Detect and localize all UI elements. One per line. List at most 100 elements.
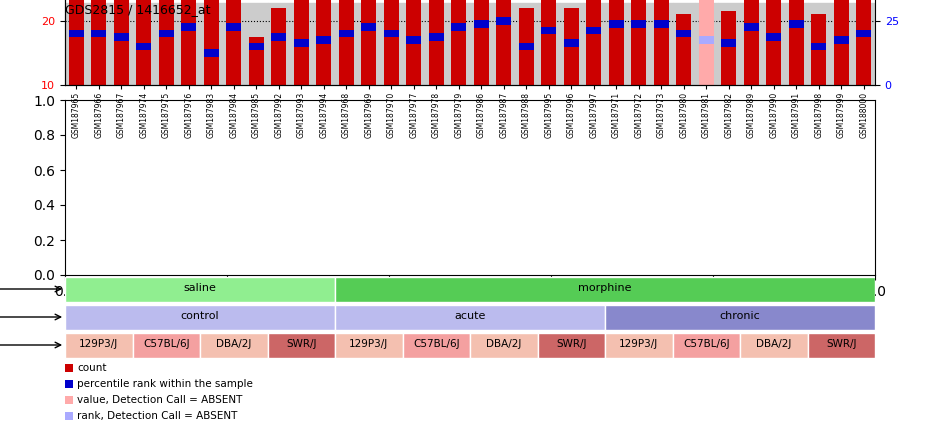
Bar bbox=[605, 305, 875, 329]
Bar bbox=[564, 40, 578, 47]
Bar bbox=[335, 277, 875, 301]
Bar bbox=[497, 17, 512, 24]
Bar bbox=[65, 277, 335, 301]
Bar bbox=[222, 3, 245, 85]
Bar bbox=[766, 0, 781, 85]
Bar bbox=[676, 30, 691, 37]
Bar bbox=[272, 33, 286, 41]
Bar bbox=[497, 0, 512, 85]
Text: DBA/2J: DBA/2J bbox=[486, 340, 522, 349]
Bar bbox=[110, 3, 132, 85]
Bar bbox=[470, 333, 538, 357]
Bar bbox=[114, 33, 128, 41]
Bar bbox=[137, 43, 151, 50]
Bar bbox=[357, 3, 380, 85]
Bar bbox=[425, 3, 447, 85]
Bar bbox=[268, 333, 335, 357]
Text: C57BL/6J: C57BL/6J bbox=[683, 340, 729, 349]
Bar bbox=[294, 0, 309, 85]
Bar bbox=[384, 30, 399, 37]
Bar bbox=[226, 0, 241, 85]
Text: DBA/2J: DBA/2J bbox=[756, 340, 791, 349]
Bar bbox=[519, 43, 534, 50]
Bar bbox=[699, 36, 713, 44]
Bar bbox=[429, 0, 444, 85]
Bar bbox=[538, 333, 605, 357]
Bar bbox=[722, 40, 736, 47]
Bar bbox=[159, 0, 174, 85]
Text: SWR/J: SWR/J bbox=[286, 340, 316, 349]
Bar bbox=[178, 3, 200, 85]
Bar bbox=[403, 333, 470, 357]
Bar bbox=[204, 49, 219, 57]
Bar bbox=[587, 27, 601, 34]
Text: C57BL/6J: C57BL/6J bbox=[143, 340, 190, 349]
Bar bbox=[789, 20, 804, 28]
Text: DBA/2J: DBA/2J bbox=[216, 340, 251, 349]
Bar bbox=[763, 3, 785, 85]
Text: control: control bbox=[180, 311, 219, 321]
Bar bbox=[155, 3, 178, 85]
Bar bbox=[474, 20, 488, 28]
Bar bbox=[541, 27, 556, 34]
Bar bbox=[69, 30, 84, 37]
Bar bbox=[672, 333, 740, 357]
Bar bbox=[493, 3, 515, 85]
Bar bbox=[91, 0, 106, 85]
Text: 129P3/J: 129P3/J bbox=[619, 340, 658, 349]
Bar bbox=[834, 0, 848, 85]
Bar bbox=[650, 3, 672, 85]
Bar bbox=[631, 0, 646, 85]
Bar bbox=[132, 3, 155, 85]
Bar bbox=[200, 3, 222, 85]
Bar bbox=[609, 0, 623, 85]
Bar bbox=[654, 0, 669, 85]
Bar bbox=[519, 8, 534, 85]
Bar bbox=[316, 0, 331, 85]
Bar bbox=[249, 43, 263, 50]
Bar bbox=[605, 333, 672, 357]
Bar bbox=[834, 36, 848, 44]
Text: SWR/J: SWR/J bbox=[556, 340, 587, 349]
Bar bbox=[718, 3, 740, 85]
Bar bbox=[740, 3, 763, 85]
Bar bbox=[564, 8, 578, 85]
Bar bbox=[474, 0, 488, 85]
Bar bbox=[857, 0, 871, 85]
Bar bbox=[406, 36, 421, 44]
Bar bbox=[628, 3, 650, 85]
Bar bbox=[451, 24, 466, 31]
Bar bbox=[744, 0, 759, 85]
Bar bbox=[316, 36, 331, 44]
Bar bbox=[830, 3, 853, 85]
Bar bbox=[65, 305, 335, 329]
Bar bbox=[384, 0, 399, 85]
Bar bbox=[740, 333, 807, 357]
Bar bbox=[181, 24, 196, 31]
Text: rank, Detection Call = ABSENT: rank, Detection Call = ABSENT bbox=[77, 411, 237, 421]
Bar bbox=[132, 333, 200, 357]
Bar bbox=[114, 0, 128, 85]
Bar bbox=[362, 24, 376, 31]
Bar bbox=[335, 3, 357, 85]
Bar bbox=[294, 40, 309, 47]
Bar bbox=[582, 3, 605, 85]
Bar bbox=[609, 20, 623, 28]
Bar bbox=[672, 3, 695, 85]
Text: percentile rank within the sample: percentile rank within the sample bbox=[77, 379, 253, 389]
Bar bbox=[403, 3, 425, 85]
Bar bbox=[380, 3, 403, 85]
Bar bbox=[268, 3, 290, 85]
Text: SWR/J: SWR/J bbox=[826, 340, 857, 349]
Bar bbox=[541, 0, 556, 85]
Bar bbox=[226, 24, 241, 31]
Text: 129P3/J: 129P3/J bbox=[349, 340, 389, 349]
Bar bbox=[335, 305, 605, 329]
Bar bbox=[587, 0, 601, 85]
Bar bbox=[429, 33, 444, 41]
Bar bbox=[362, 0, 376, 85]
Bar bbox=[699, 0, 713, 85]
Bar bbox=[290, 3, 312, 85]
Bar bbox=[159, 30, 174, 37]
Bar bbox=[605, 3, 628, 85]
